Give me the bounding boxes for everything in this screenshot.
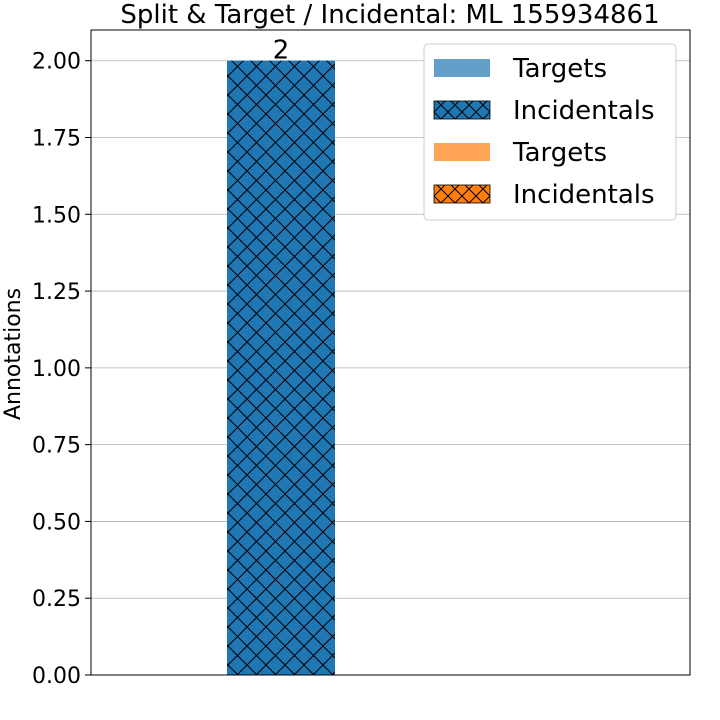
chart-title: Split & Target / Incidental: ML 15593486… [120, 0, 659, 30]
legend-label: Targets [512, 138, 607, 168]
y-tick-label: 1.75 [32, 127, 81, 152]
legend-label: Incidentals [513, 96, 655, 126]
y-tick-label: 2.00 [32, 50, 81, 75]
legend-label: Targets [512, 54, 607, 84]
y-tick-label: 1.25 [32, 280, 81, 305]
legend-swatch-hatch [433, 184, 491, 204]
data-label: 2 [273, 36, 290, 66]
y-tick-label: 1.00 [32, 357, 81, 382]
bar-hatch [227, 60, 335, 675]
legend: Targets Incidentals Targets Incidentals [423, 43, 677, 221]
legend-swatch-hatch [433, 100, 491, 120]
y-axis-ticks: 0.00 0.25 0.50 0.75 1.00 1.25 1.50 1.75 2.00 [32, 50, 91, 689]
plot-frame [90, 29, 691, 676]
data-labels: 2 [273, 36, 290, 66]
y-tick-label: 0.00 [32, 664, 81, 689]
bars [227, 60, 335, 675]
y-tick-label: 1.50 [32, 203, 81, 228]
y-tick-label: 0.25 [32, 587, 81, 612]
y-tick-label: 0.75 [32, 434, 81, 459]
legend-swatch [434, 59, 490, 77]
legend-label: Incidentals [513, 180, 655, 210]
y-axis-label: Annotations [1, 288, 26, 420]
gridlines [91, 60, 690, 676]
legend-swatch [434, 143, 490, 161]
y-tick-label: 0.50 [32, 510, 81, 535]
legend-frame [423, 43, 677, 221]
